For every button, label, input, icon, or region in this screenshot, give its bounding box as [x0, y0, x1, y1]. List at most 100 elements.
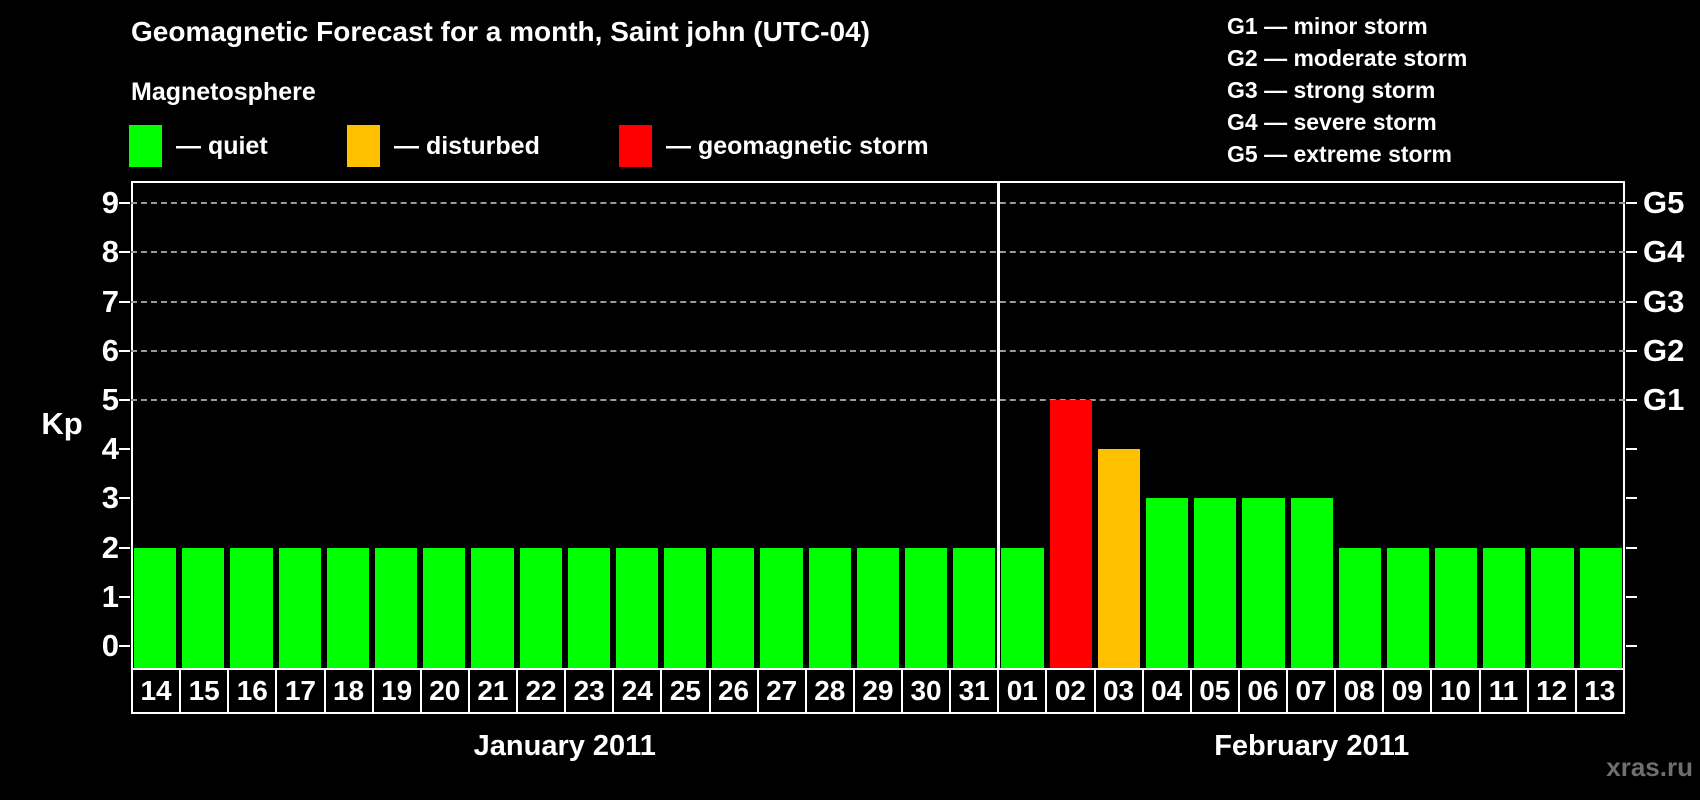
right-tick-kp6: [1626, 349, 1637, 352]
day-label-07: 07: [1286, 670, 1335, 712]
bar-column-07: [1288, 181, 1336, 668]
kp-bar-january-17: [278, 547, 321, 668]
kp-bar-january-29: [856, 547, 899, 668]
bar-column-18: [324, 181, 372, 668]
bar-column-12: [1528, 181, 1576, 668]
legend-item-disturbed: — disturbed: [347, 124, 540, 168]
day-label-28: 28: [804, 670, 853, 712]
right-tick-kp2: [1626, 546, 1637, 549]
gridline-kp8: [131, 251, 1625, 254]
g-scale-line-4: G4 — severe storm: [1227, 109, 1437, 135]
day-label-13: 13: [1574, 670, 1623, 712]
left-tick-kp8: [119, 251, 130, 254]
kp-bar-january-15: [182, 547, 225, 668]
magnetosphere-legend: — quiet — disturbed — geomagnetic storm: [129, 124, 1029, 168]
kp-bar-january-25: [664, 547, 707, 668]
plot-frame: [131, 181, 1625, 668]
kp-bar-february-01: [1001, 547, 1044, 668]
storm-color-swatch: [619, 125, 652, 167]
kp-bar-january-26: [712, 547, 755, 668]
legend-item-label: — quiet: [176, 132, 268, 160]
kp-bar-january-31: [953, 547, 996, 668]
day-label-18: 18: [323, 670, 372, 712]
day-label-24: 24: [612, 670, 661, 712]
day-label-10: 10: [1430, 670, 1479, 712]
right-tick-kp0: [1626, 645, 1637, 647]
day-label-03: 03: [1093, 670, 1142, 712]
kp-bar-february-08: [1338, 547, 1381, 668]
left-tick-kp7: [119, 300, 130, 303]
kp-bar-february-13: [1579, 547, 1622, 668]
day-label-08: 08: [1334, 670, 1383, 712]
right-axis-label-G1: G1: [1643, 382, 1685, 417]
bar-column-31: [950, 181, 998, 668]
bar-column-30: [902, 181, 950, 668]
left-tick-kp4: [119, 448, 130, 451]
day-label-02: 02: [1045, 670, 1094, 712]
g-scale-legend: G1 — minor storm G2 — moderate storm G3 — …: [1227, 10, 1467, 170]
disturbed-color-swatch: [347, 125, 380, 167]
y-tick-label-5: 5: [101, 382, 119, 417]
right-tick-kp8: [1626, 251, 1637, 254]
bar-column-04: [1143, 181, 1191, 668]
day-label-29: 29: [852, 670, 901, 712]
right-axis-label-G5: G5: [1643, 185, 1685, 221]
y-tick-label-6: 6: [101, 332, 119, 368]
chart-title: Geomagnetic Forecast for a month, Saint …: [131, 16, 870, 47]
bar-column-21: [468, 181, 516, 668]
kp-bar-february-05: [1194, 498, 1237, 668]
day-label-01: 01: [997, 670, 1046, 712]
left-tick-kp3: [119, 497, 130, 500]
kp-bar-january-22: [519, 547, 562, 668]
bar-column-27: [757, 181, 805, 668]
day-label-14: 14: [133, 670, 180, 712]
bar-column-20: [420, 181, 468, 668]
legend-item-storm: — geomagnetic storm: [619, 124, 929, 168]
right-tick-kp4: [1626, 448, 1637, 451]
kp-bar-february-09: [1386, 547, 1430, 668]
kp-bar-january-21: [471, 547, 514, 668]
bar-column-15: [179, 181, 227, 668]
y-tick-label-8: 8: [101, 234, 119, 270]
gridline-kp7: [131, 300, 1625, 303]
g-scale-line-2: G2 — moderate storm: [1227, 45, 1468, 71]
bar-column-01: [998, 181, 1046, 668]
day-label-20: 20: [419, 670, 468, 712]
day-label-12: 12: [1526, 670, 1575, 712]
kp-bar-february-11: [1483, 547, 1526, 668]
bar-column-11: [1480, 181, 1528, 668]
day-label-06: 06: [1237, 670, 1286, 712]
kp-bar-february-07: [1290, 498, 1333, 668]
right-tick-kp3: [1626, 497, 1637, 500]
bar-column-26: [709, 181, 757, 668]
right-axis-label-G3: G3: [1643, 283, 1685, 319]
bar-column-22: [517, 181, 565, 668]
day-label-19: 19: [371, 670, 420, 712]
y-tick-label-4: 4: [101, 431, 119, 467]
left-tick-kp5: [119, 399, 130, 401]
bar-column-16: [227, 181, 275, 668]
day-axis-strip: 14 15 16 17 18 19 20 21 22 23 24 25 26 27 28 29 30 31 01 02…: [131, 668, 1625, 714]
day-label-17: 17: [275, 670, 324, 712]
month-label-february: February 2011: [1214, 730, 1410, 762]
gridline-kp6: [131, 349, 1625, 352]
kp-bar-february-03: [1097, 449, 1140, 668]
month-label-january: January 2011: [473, 730, 656, 762]
bar-column-14: [131, 181, 179, 668]
bar-column-24: [613, 181, 661, 668]
right-axis-label-G4: G4: [1643, 234, 1685, 270]
bar-column-03: [1095, 181, 1143, 668]
kp-bar-january-23: [567, 547, 610, 668]
bar-column-08: [1336, 181, 1384, 668]
day-label-09: 09: [1382, 670, 1431, 712]
y-tick-label-3: 3: [101, 480, 119, 516]
bar-column-02: [1047, 181, 1095, 668]
bar-column-13: [1577, 181, 1625, 668]
legend-item-label: — disturbed: [394, 132, 540, 160]
bar-column-17: [276, 181, 324, 668]
right-tick-kp1: [1626, 595, 1637, 598]
day-label-05: 05: [1189, 670, 1238, 712]
gridline-kp5: [131, 399, 1625, 401]
day-label-22: 22: [516, 670, 565, 712]
